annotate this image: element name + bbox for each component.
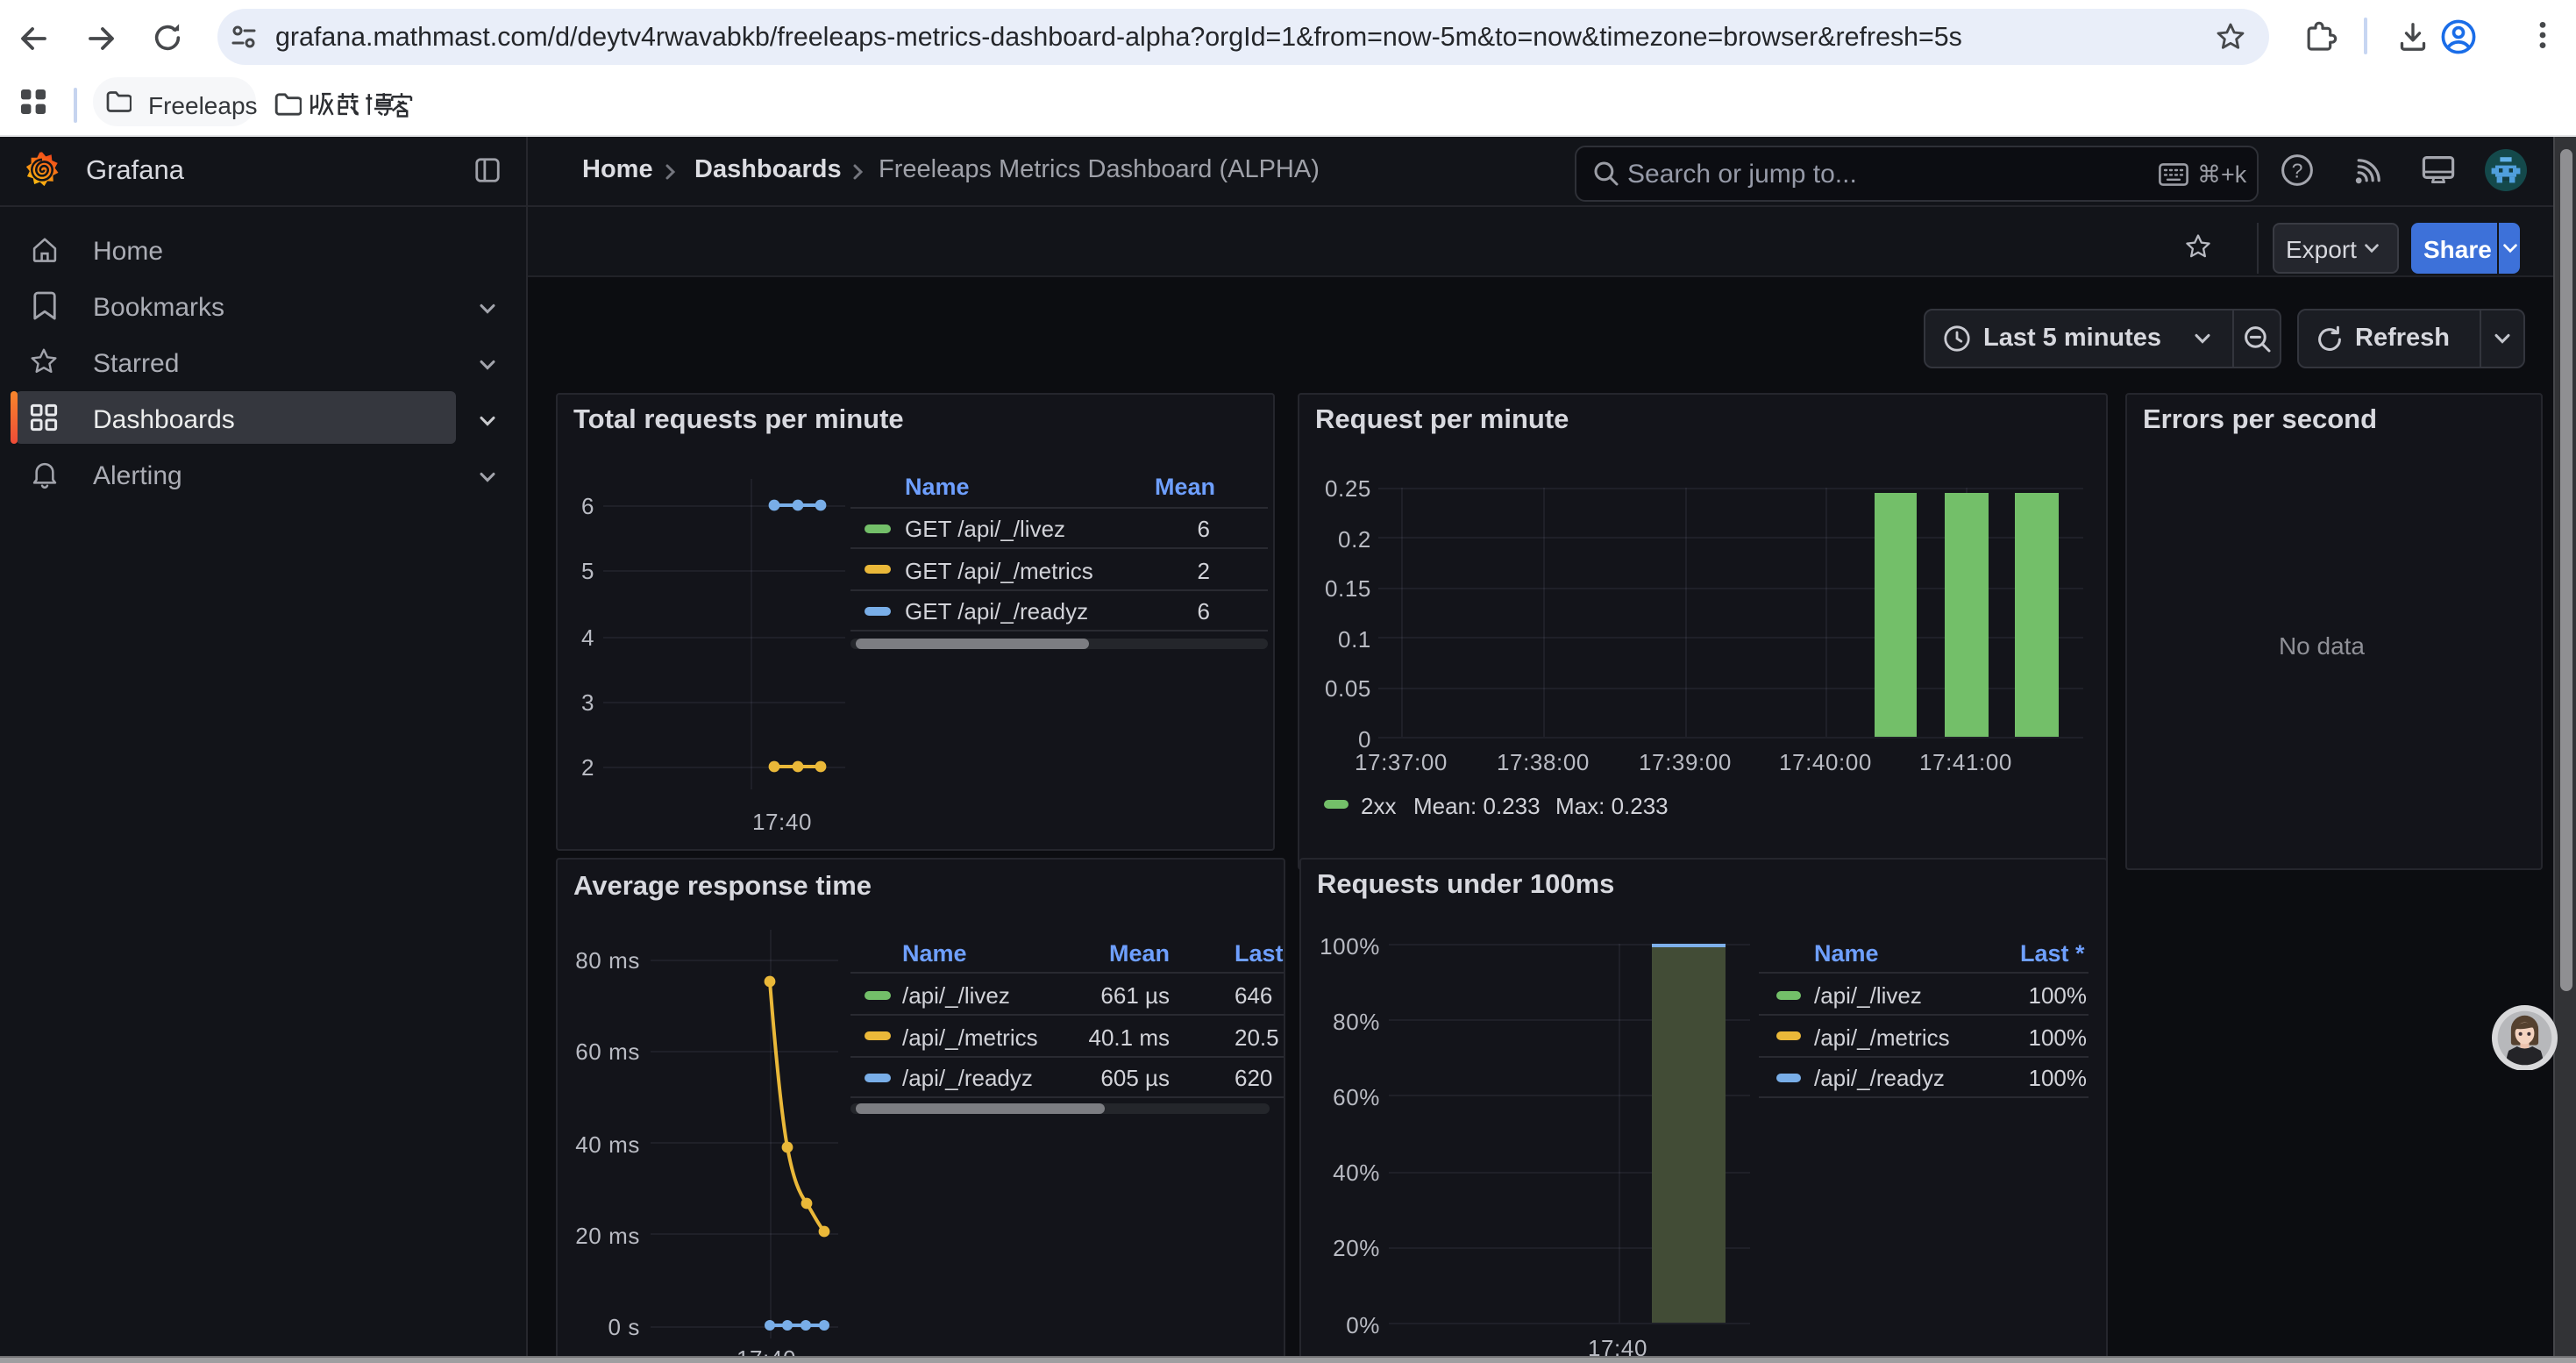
svg-text:?: ? xyxy=(2292,159,2303,182)
